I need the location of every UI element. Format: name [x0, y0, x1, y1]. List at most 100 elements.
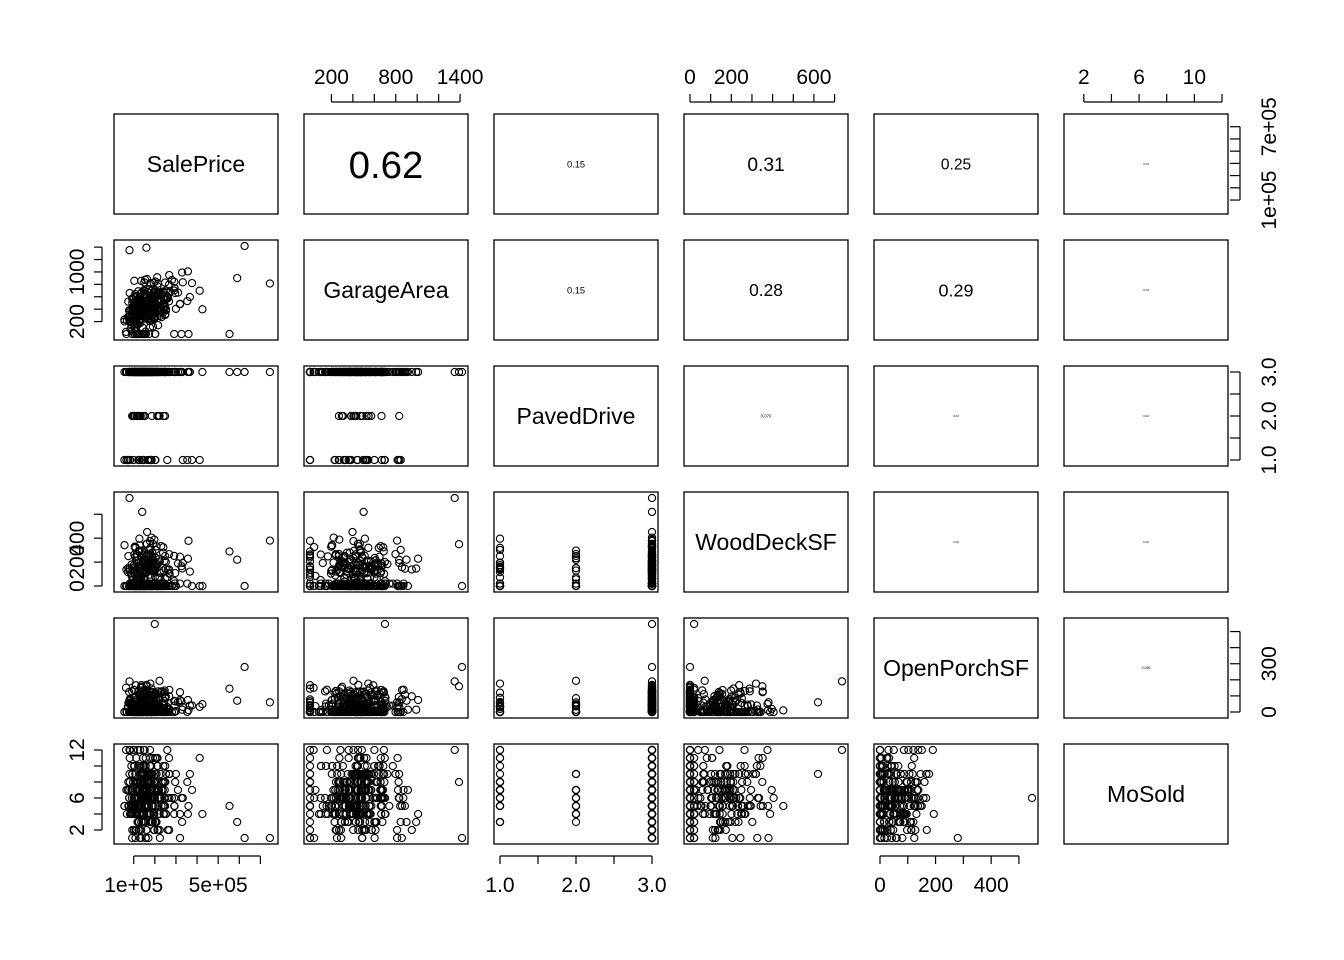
scatter-point — [153, 321, 163, 330]
scatter-point — [140, 278, 149, 287]
scatter-point — [685, 745, 695, 755]
scatter-point — [160, 288, 169, 298]
scatter-point — [178, 455, 187, 465]
scatter-point — [320, 687, 330, 696]
scatter-point — [184, 329, 193, 339]
scatter-point — [764, 833, 773, 843]
scatter-point — [329, 533, 338, 542]
scatter-point — [495, 551, 505, 561]
scatter-point — [647, 761, 657, 771]
scatter-point — [316, 550, 325, 559]
scatter-point — [383, 559, 392, 569]
scatter-point — [758, 777, 767, 787]
panel-frame — [113, 617, 279, 719]
scatter-point — [163, 455, 172, 465]
scatter-point — [394, 777, 403, 787]
scatter-point — [837, 745, 847, 755]
scatter-point — [164, 753, 174, 763]
scatter-point — [647, 550, 657, 559]
scatter-point — [647, 817, 657, 827]
panel-frame — [873, 113, 1039, 215]
scatter-point — [128, 304, 138, 313]
panel-frame — [113, 239, 279, 341]
correlation-paveddrive-mosold: 0.02 — [1143, 414, 1149, 418]
scatter-point — [147, 411, 156, 421]
panel-r3-c2 — [493, 491, 659, 593]
scatter-point — [367, 411, 376, 421]
scatter-point — [165, 288, 174, 297]
scatter-point — [399, 367, 408, 377]
panel-frame — [1063, 113, 1229, 215]
scatter-point — [685, 662, 695, 672]
scatter-point — [450, 677, 459, 686]
scatter-point — [305, 761, 315, 771]
scatter-point — [340, 455, 350, 465]
scatter-point — [364, 543, 373, 552]
scatter-point — [305, 570, 315, 579]
panel-frame — [113, 113, 279, 215]
scatter-point — [647, 540, 657, 549]
scatter-point — [147, 455, 156, 465]
scatter-point — [150, 579, 159, 588]
scatter-point — [198, 305, 207, 314]
scatter-point — [120, 317, 129, 326]
scatter-point — [173, 367, 183, 377]
variable-label-garagearea: GarageArea — [323, 277, 449, 303]
scatter-point — [413, 554, 423, 563]
correlation-saleprice-paveddrive: 0.15 — [567, 159, 585, 169]
scatter-point — [124, 297, 133, 306]
scatter-point — [175, 695, 185, 705]
scatter-point — [454, 540, 464, 549]
panel-r0-c2: 0.15 — [493, 113, 659, 215]
scatter-point — [129, 455, 138, 465]
scatter-point — [305, 801, 315, 811]
scatter-point — [495, 545, 505, 555]
scatter-point — [728, 833, 737, 843]
panel-frame — [683, 239, 849, 341]
scatter-point — [394, 793, 403, 803]
panel-frame — [493, 113, 659, 215]
scatter-point — [175, 299, 185, 308]
scatter-point — [385, 801, 394, 811]
scatter-point — [318, 558, 327, 568]
panel-r1-c0 — [113, 239, 279, 341]
scatter-point — [358, 455, 368, 465]
scatter-point — [344, 753, 353, 763]
scatter-point — [305, 777, 315, 787]
scatter-point — [571, 579, 581, 588]
scatter-point — [159, 303, 169, 312]
scatter-point — [647, 619, 657, 629]
scatter-point — [376, 579, 385, 588]
scatter-point — [740, 745, 749, 755]
panel-r3-c4: 0.02 — [873, 491, 1039, 593]
scatter-point — [457, 662, 467, 672]
scatter-point — [457, 833, 467, 843]
scatter-point — [305, 579, 315, 588]
scatter-point — [198, 367, 207, 377]
scatter-point — [495, 817, 505, 827]
scatter-point — [141, 329, 150, 339]
scatter-point — [571, 566, 581, 575]
scatter-point — [225, 801, 234, 811]
scatter-point — [707, 753, 717, 763]
scatter-point — [153, 273, 162, 282]
scatter-point — [164, 569, 174, 578]
scatter-point — [745, 793, 754, 803]
scatter-point — [362, 455, 371, 465]
scatter-point — [135, 317, 144, 326]
correlation-saleprice-openporchsf: 0.25 — [941, 157, 971, 174]
panel-frame — [1063, 239, 1229, 341]
scatter-point — [225, 547, 234, 556]
scatter-point — [163, 745, 172, 755]
scatter-point — [173, 559, 183, 568]
scatter-point — [403, 785, 413, 795]
scatter-point — [380, 455, 389, 465]
scatter-point — [130, 317, 140, 326]
scatter-point — [137, 329, 146, 339]
scatter-point — [142, 243, 151, 252]
scatter-point — [647, 581, 657, 591]
panel-r3-c0 — [113, 491, 279, 593]
scatter-point — [150, 367, 159, 377]
scatter-point — [135, 455, 144, 465]
scatter-point — [371, 569, 380, 578]
